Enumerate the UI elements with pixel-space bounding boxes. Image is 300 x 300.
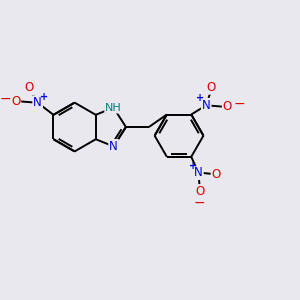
Text: N: N	[202, 99, 211, 112]
Text: +: +	[196, 93, 205, 103]
Text: +: +	[189, 161, 197, 171]
Text: O: O	[11, 95, 20, 108]
Text: N: N	[33, 96, 42, 109]
Text: +: +	[40, 92, 48, 102]
Text: −: −	[194, 196, 205, 210]
Text: −: −	[233, 97, 245, 111]
Text: O: O	[24, 81, 34, 94]
Text: O: O	[207, 81, 216, 94]
Text: N: N	[194, 166, 203, 179]
Text: −: −	[0, 92, 11, 106]
Text: N: N	[109, 140, 118, 153]
Text: O: O	[223, 100, 232, 113]
Text: NH: NH	[105, 103, 122, 112]
Text: O: O	[212, 167, 221, 181]
Text: O: O	[195, 185, 205, 198]
